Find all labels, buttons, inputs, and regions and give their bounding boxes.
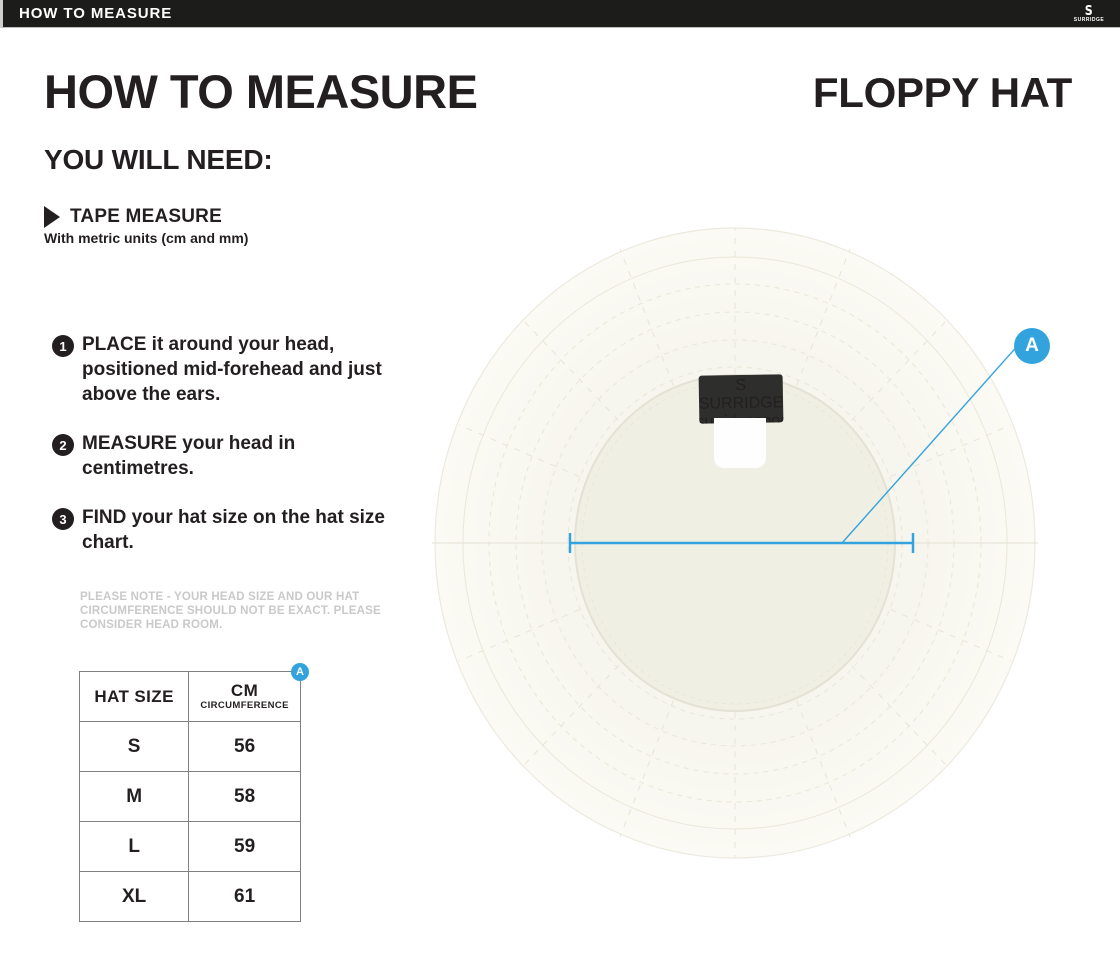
- header-hat-size-label: HAT SIZE: [94, 686, 174, 706]
- cell-cm: 58: [188, 771, 301, 822]
- cell-cm: 59: [188, 821, 301, 872]
- cell-cm: 61: [188, 871, 301, 922]
- table-row: XL 61: [78, 871, 301, 922]
- step-number: 3: [52, 508, 74, 530]
- floppy-hat-diagram: S SURRIDGE www.surridgesport.com: [430, 215, 1080, 895]
- step-text: MEASURE your head in centimetres.: [82, 433, 296, 479]
- you-will-need-heading: YOU WILL NEED:: [44, 144, 273, 175]
- table-row: S 56: [78, 721, 301, 772]
- cell-hat-size: S: [78, 721, 190, 772]
- steps-list: 1 PLACE it around your head, positioned …: [52, 332, 404, 579]
- surridge-logo: S SURRIDGE: [1072, 2, 1106, 26]
- header-cm-label: CM: [230, 681, 259, 700]
- header-circumference-label: CIRCUMFERENCE: [200, 700, 289, 711]
- tag-brand-name: SURRIDGE: [698, 394, 784, 413]
- cell-cm: 56: [188, 721, 301, 772]
- tag-s-mark: S: [735, 376, 747, 395]
- tool-name: TAPE MEASURE: [70, 206, 222, 227]
- surridge-s-mark: S: [1085, 3, 1093, 19]
- surridge-wordmark: SURRIDGE: [1073, 16, 1105, 23]
- top-header-bar: HOW TO MEASURE S SURRIDGE: [0, 0, 1120, 28]
- hat-size-table: HAT SIZE CM CIRCUMFERENCE A S 56 M 58 L …: [78, 663, 309, 922]
- triangle-play-icon: [44, 206, 60, 228]
- measurement-line-a: [568, 533, 915, 553]
- header-cm: CM CIRCUMFERENCE A: [188, 663, 309, 722]
- callout-badge-a: A: [1014, 328, 1050, 364]
- tool-subtitle: With metric units (cm and mm): [44, 230, 249, 246]
- cell-hat-size: XL: [78, 871, 190, 922]
- product-title: FLOPPY HAT: [812, 69, 1072, 116]
- crown-brand-tag: S SURRIDGE www.surridgesport.com: [698, 374, 784, 424]
- page-title: HOW TO MEASURE: [44, 65, 478, 118]
- crown-top-panel: [714, 418, 766, 468]
- callout-leader-line: [841, 342, 1021, 544]
- header-hat-size: HAT SIZE: [78, 671, 190, 722]
- cell-hat-size: L: [78, 821, 190, 872]
- table-header-row: HAT SIZE CM CIRCUMFERENCE A: [78, 663, 309, 722]
- measurement-badge-a: A: [291, 663, 309, 681]
- step-text: PLACE it around your head, positioned mi…: [82, 334, 382, 405]
- cell-hat-size: M: [78, 771, 190, 822]
- step-item: 3 FIND your hat size on the hat size cha…: [52, 505, 404, 555]
- table-row: L 59: [78, 821, 301, 872]
- hat-illustration: [432, 227, 1038, 859]
- disclaimer-note: PLEASE NOTE - YOUR HEAD SIZE AND OUR HAT…: [80, 591, 381, 631]
- step-text: FIND your hat size on the hat size chart…: [82, 507, 385, 553]
- step-number: 2: [52, 434, 74, 456]
- step-item: 2 MEASURE your head in centimetres.: [52, 431, 404, 481]
- tool-block: TAPE MEASURE With metric units (cm and m…: [44, 206, 248, 246]
- topbar-title: HOW TO MEASURE: [19, 5, 173, 22]
- table-row: M 58: [78, 771, 301, 822]
- step-number: 1: [52, 335, 74, 357]
- step-item: 1 PLACE it around your head, positioned …: [52, 332, 404, 407]
